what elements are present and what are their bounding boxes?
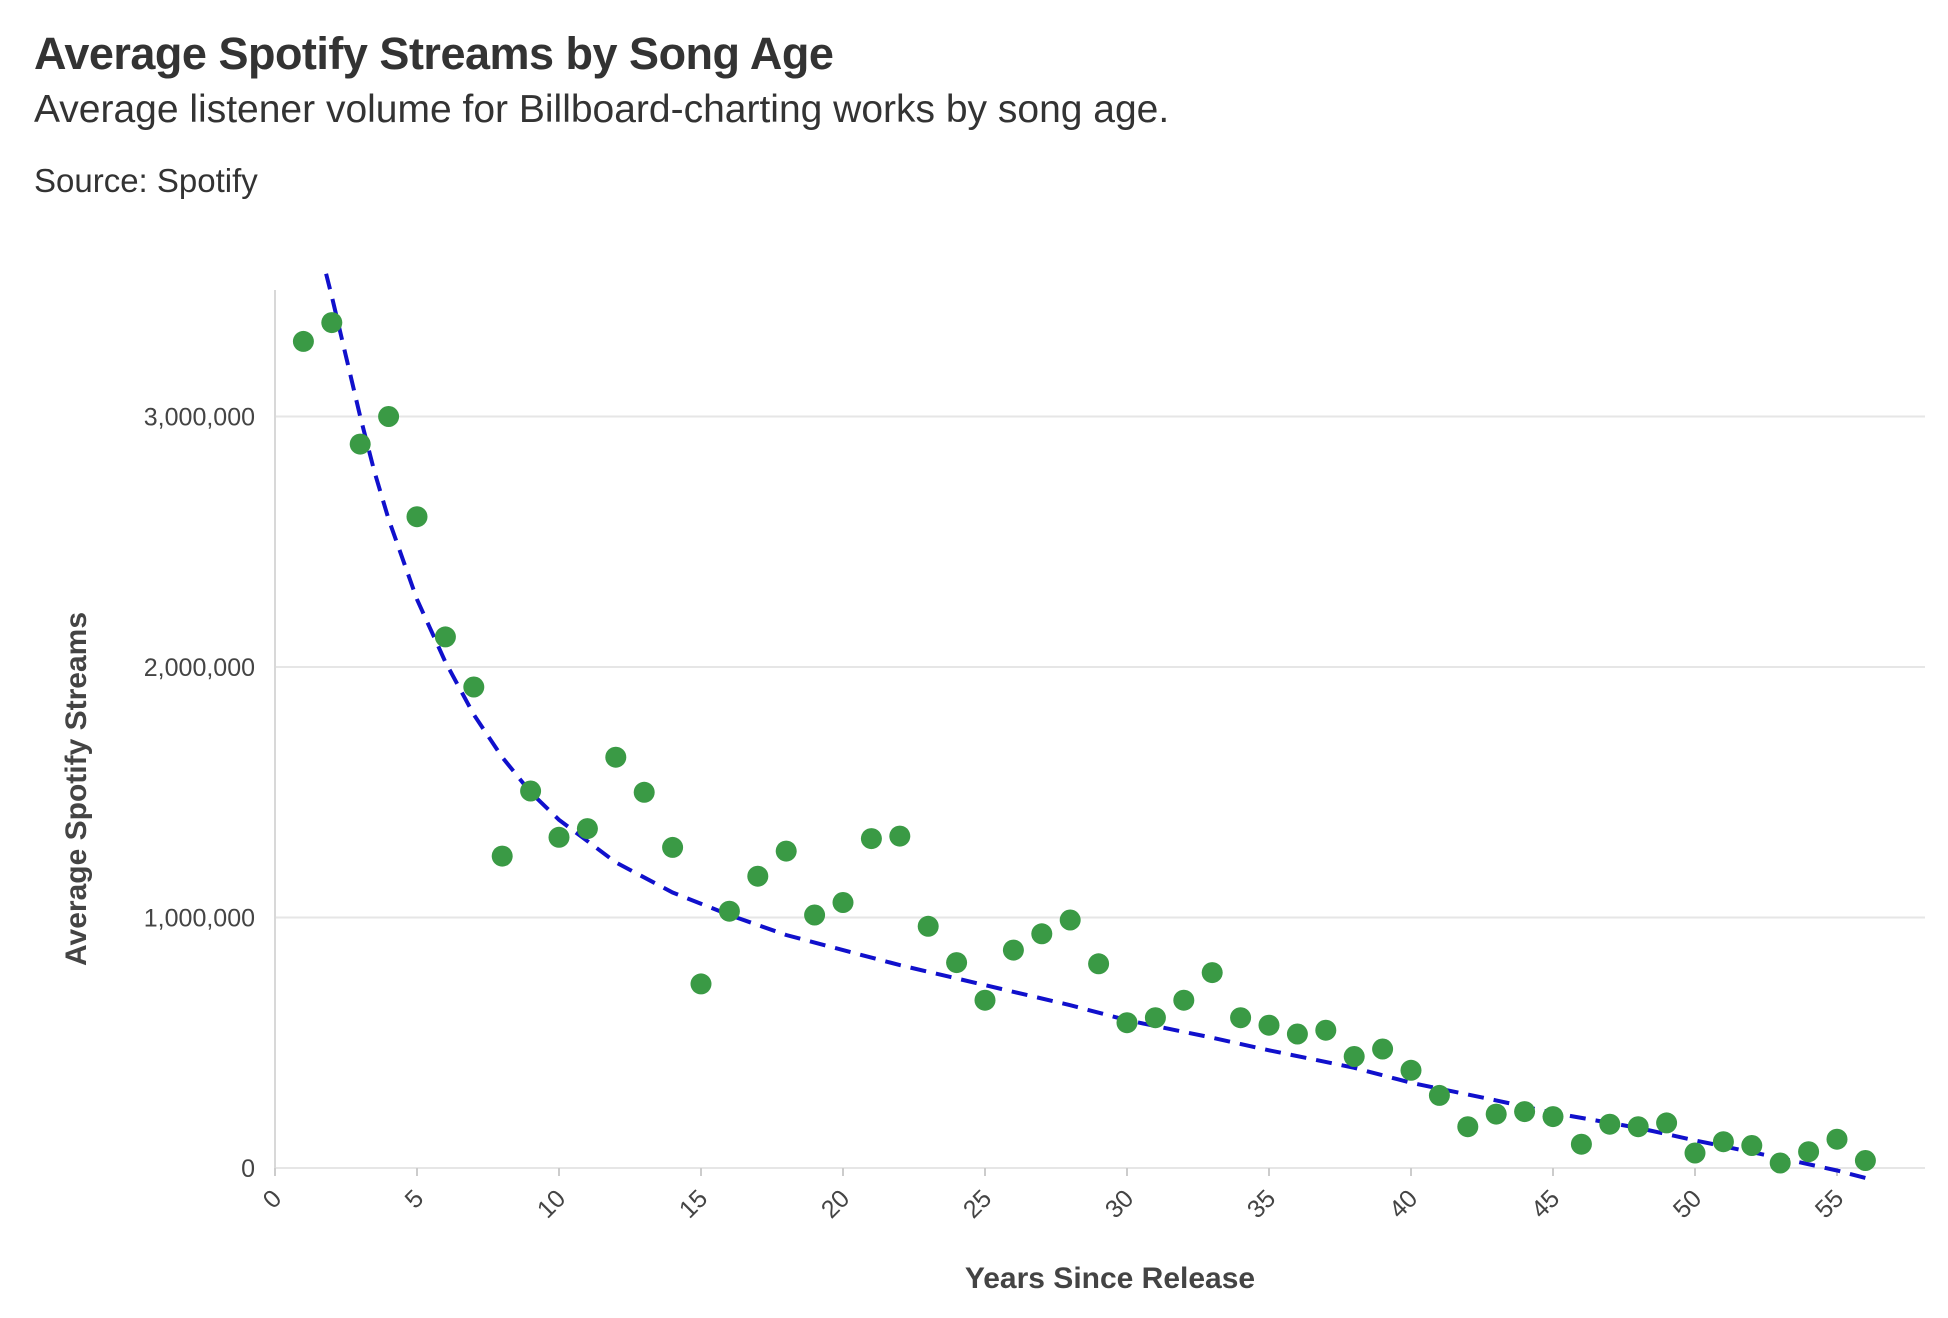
data-point [548, 826, 570, 848]
data-point [747, 865, 769, 887]
data-point [1201, 962, 1223, 984]
data-point [1400, 1059, 1422, 1081]
data-point [1457, 1116, 1479, 1138]
data-point [321, 312, 343, 334]
data-point [1798, 1141, 1820, 1163]
data-point [1230, 1007, 1252, 1029]
data-point [775, 840, 797, 862]
x-tick-label: 0 [258, 1184, 288, 1214]
x-tick-label: 20 [816, 1184, 855, 1223]
y-axis-title: Average Spotify Streams [60, 612, 93, 966]
x-axis-ticks: 0 5 10 15 20 25 30 35 40 45 50 55 [258, 1168, 1849, 1224]
data-points [292, 312, 1876, 1174]
y-tick-label: 2,000,000 [144, 654, 255, 682]
data-point [1286, 1023, 1308, 1045]
data-point [605, 746, 627, 768]
x-tick-label: 55 [1810, 1184, 1849, 1223]
x-tick-label: 35 [1242, 1184, 1281, 1223]
x-tick-label: 25 [958, 1184, 997, 1223]
data-point [718, 900, 740, 922]
trend-line [324, 273, 1866, 1180]
data-point [1372, 1038, 1394, 1060]
data-point [576, 818, 598, 840]
data-point [1144, 1007, 1166, 1029]
data-point [1173, 989, 1195, 1011]
data-point [1059, 909, 1081, 931]
data-point [662, 836, 684, 858]
data-point [1542, 1106, 1564, 1128]
data-point [292, 330, 314, 352]
data-point [434, 626, 456, 648]
data-point [974, 989, 996, 1011]
data-point [1627, 1116, 1649, 1138]
data-point [1088, 953, 1110, 975]
data-point [832, 892, 854, 913]
data-point [1258, 1014, 1280, 1036]
data-point [1684, 1142, 1706, 1164]
grid-lines [275, 415, 1925, 1169]
data-point [1769, 1152, 1791, 1174]
data-point [889, 825, 911, 847]
x-tick-label: 30 [1100, 1184, 1139, 1223]
data-point [860, 828, 882, 850]
data-point [1428, 1084, 1450, 1106]
data-point [690, 973, 712, 995]
y-axis-ticks: 0 1,000,000 2,000,000 3,000,000 [144, 404, 255, 1184]
x-tick-label: 40 [1384, 1184, 1423, 1223]
data-point [1741, 1135, 1763, 1156]
x-tick-label: 50 [1668, 1184, 1707, 1223]
data-point [406, 506, 428, 528]
chart-title: Average Spotify Streams by Song Age [34, 28, 834, 79]
x-tick-label: 45 [1526, 1184, 1565, 1223]
data-point [917, 915, 939, 937]
chart-subtitle: Average listener volume for Billboard-ch… [34, 88, 1170, 131]
data-point [1031, 923, 1053, 945]
data-point [633, 781, 655, 803]
y-tick-label: 0 [241, 1155, 255, 1183]
data-point [1712, 1131, 1734, 1153]
chart-source: Source: Spotify [34, 162, 258, 199]
data-point [1854, 1150, 1876, 1171]
data-point [946, 952, 968, 974]
x-tick-label: 15 [674, 1184, 713, 1223]
data-point [1343, 1046, 1365, 1067]
x-tick-label: 5 [400, 1184, 430, 1214]
data-point [1826, 1128, 1848, 1150]
data-point [378, 406, 400, 427]
data-point [1485, 1103, 1507, 1125]
data-point [1514, 1101, 1536, 1123]
data-point [463, 676, 485, 698]
data-point [1570, 1133, 1592, 1155]
y-tick-label: 1,000,000 [144, 905, 255, 933]
data-point [520, 780, 542, 802]
y-tick-label: 3,000,000 [144, 404, 255, 432]
data-point [1656, 1112, 1678, 1134]
data-point [804, 904, 826, 926]
data-point [1002, 939, 1024, 961]
data-point [1599, 1113, 1621, 1135]
x-axis-title: Years Since Release [965, 1262, 1255, 1295]
data-point [349, 433, 371, 455]
data-point [1116, 1012, 1138, 1034]
data-point [491, 845, 513, 867]
x-tick-label: 10 [532, 1184, 571, 1223]
data-point [1315, 1019, 1337, 1041]
